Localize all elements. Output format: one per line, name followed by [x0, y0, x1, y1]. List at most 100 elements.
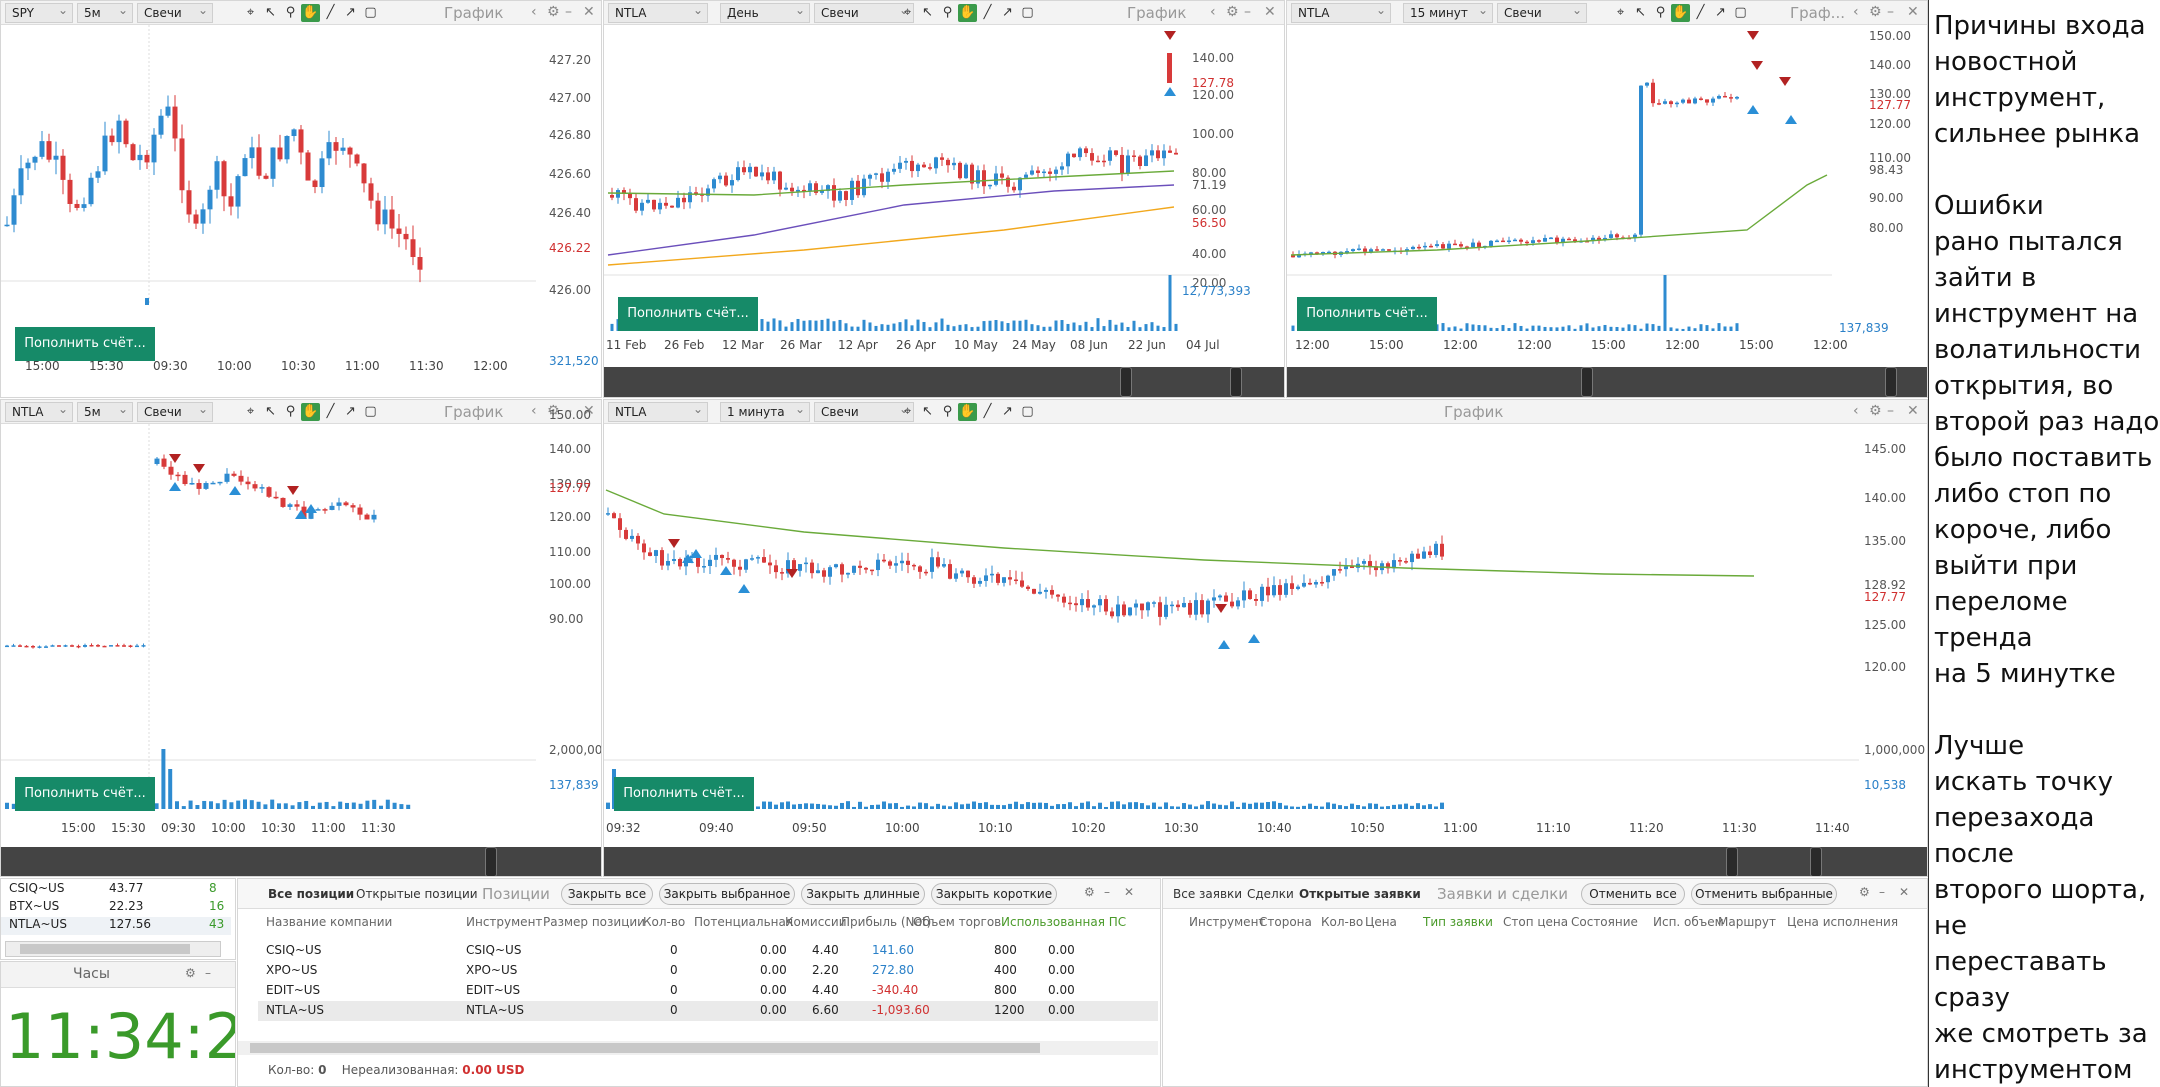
close-long-button[interactable]: Закрыть длинные: [801, 883, 925, 905]
chart-type-select[interactable]: Свечи: [814, 1, 914, 23]
cursor-icon[interactable]: ↖: [1635, 5, 1646, 20]
rect-tool-icon[interactable]: ▢: [364, 5, 377, 20]
close-icon[interactable]: ✕: [1124, 885, 1135, 899]
symbol-select[interactable]: NTLA: [1291, 1, 1391, 23]
column-header[interactable]: Потенциальная: [694, 915, 794, 929]
hand-icon[interactable]: ✋: [301, 403, 320, 421]
arrow-tool-icon[interactable]: ↗: [1715, 5, 1726, 20]
cursor-icon[interactable]: ↖: [922, 404, 933, 419]
line-tool-icon[interactable]: ╱: [983, 404, 992, 419]
column-header[interactable]: Стоп цена: [1503, 915, 1569, 929]
crosshair-icon[interactable]: ⌖: [1616, 5, 1625, 20]
gear-icon[interactable]: ⚙: [1084, 885, 1095, 899]
line-tool-icon[interactable]: ╱: [326, 5, 335, 20]
chart-type-select[interactable]: Свечи: [1497, 1, 1587, 23]
time-scrollbar[interactable]: [604, 847, 1927, 876]
table-row[interactable]: [258, 941, 1158, 961]
arrow-tool-icon[interactable]: ↗: [1002, 5, 1013, 20]
column-header[interactable]: Объем торгов: [913, 915, 1002, 929]
collapse-icon[interactable]: ‹: [531, 4, 537, 20]
close-short-button[interactable]: Закрыть короткие: [931, 883, 1057, 905]
time-scrollbar[interactable]: [1, 847, 601, 876]
gear-icon[interactable]: ⚙: [1859, 885, 1870, 899]
column-header[interactable]: Использованная ПС: [1001, 915, 1127, 929]
zoom-icon[interactable]: ⚲: [942, 5, 953, 20]
collapse-icon[interactable]: ‹: [1853, 4, 1859, 20]
scroll-handle-left[interactable]: [485, 847, 497, 876]
time-scrollbar[interactable]: [1287, 367, 1927, 397]
cursor-icon[interactable]: ↖: [922, 5, 933, 20]
scroll-handle-left[interactable]: [1726, 847, 1738, 876]
hand-icon[interactable]: ✋: [1671, 4, 1690, 22]
gear-icon[interactable]: ⚙: [1869, 403, 1882, 419]
minimize-icon[interactable]: –: [565, 4, 572, 20]
close-icon[interactable]: ✕: [1264, 4, 1276, 20]
cancel-all-button[interactable]: Отменить все: [1581, 883, 1685, 905]
chart-panel-ntla-day[interactable]: NTLA День Свечи ⌖ ↖ ⚲ ✋ ╱ ↗ ▢ График ‹ ⚙…: [603, 0, 1285, 398]
deposit-button[interactable]: Пополнить счёт...: [614, 777, 754, 811]
collapse-icon[interactable]: ‹: [531, 403, 537, 419]
column-header[interactable]: Сторона: [1259, 915, 1312, 929]
minimize-icon[interactable]: –: [1887, 4, 1894, 20]
horizontal-scrollbar[interactable]: [5, 941, 221, 957]
interval-select[interactable]: 15 минут: [1403, 1, 1493, 23]
column-header[interactable]: Название компании: [266, 915, 393, 929]
chart-panel-ntla-1m[interactable]: NTLA 1 минута Свечи ⌖ ↖ ⚲ ✋ ╱ ↗ ▢ График…: [603, 399, 1928, 877]
deposit-button[interactable]: Пополнить счёт...: [618, 297, 758, 331]
minimize-icon[interactable]: –: [1244, 4, 1251, 20]
arrow-tool-icon[interactable]: ↗: [345, 404, 356, 419]
chart-type-select[interactable]: Свечи: [137, 1, 213, 23]
column-header[interactable]: Состояние: [1571, 915, 1638, 929]
scroll-thumb[interactable]: [250, 1043, 1040, 1053]
symbol-select[interactable]: NTLA: [608, 1, 708, 23]
close-all-button[interactable]: Закрыть все: [561, 883, 653, 905]
zoom-icon[interactable]: ⚲: [285, 5, 296, 20]
cursor-icon[interactable]: ↖: [265, 404, 276, 419]
zoom-icon[interactable]: ⚲: [1655, 5, 1666, 20]
chart-type-select[interactable]: Свечи: [814, 400, 914, 422]
close-selected-button[interactable]: Закрыть выбранное: [659, 883, 795, 905]
positions-panel[interactable]: Все позиции Открытые позиции Позиции Зак…: [237, 878, 1161, 1087]
chart-panel-spy[interactable]: SPY 5м Свечи ⌖ ↖ ⚲ ✋ ╱ ↗ ▢ График ‹ ⚙ – …: [0, 0, 602, 398]
cancel-selected-button[interactable]: Отменить выбранные: [1691, 883, 1837, 905]
tab-all-orders[interactable]: Все заявки: [1173, 887, 1243, 901]
line-tool-icon[interactable]: ╱: [326, 404, 335, 419]
line-tool-icon[interactable]: ╱: [1696, 5, 1705, 20]
cursor-icon[interactable]: ↖: [265, 5, 276, 20]
gear-icon[interactable]: ⚙: [1226, 4, 1239, 20]
close-icon[interactable]: ✕: [1899, 885, 1910, 899]
minimize-icon[interactable]: –: [1879, 885, 1885, 899]
interval-select[interactable]: 1 минута: [720, 400, 810, 422]
positions-scrollbar[interactable]: [238, 1041, 1158, 1055]
scroll-handle-right[interactable]: [1810, 847, 1822, 876]
rect-tool-icon[interactable]: ▢: [1734, 5, 1747, 20]
scroll-handle-right[interactable]: [1885, 367, 1897, 397]
table-row[interactable]: [258, 981, 1158, 1001]
gear-icon[interactable]: ⚙: [547, 4, 560, 20]
minimize-icon[interactable]: –: [205, 966, 211, 980]
minimize-icon[interactable]: –: [1887, 403, 1894, 419]
tab-deals[interactable]: Сделки: [1247, 887, 1294, 901]
hand-icon[interactable]: ✋: [958, 403, 977, 421]
arrow-tool-icon[interactable]: ↗: [1002, 404, 1013, 419]
column-header[interactable]: Инструмент: [466, 915, 543, 929]
chart-panel-ntla-15m[interactable]: NTLA 15 минут Свечи ⌖ ↖ ⚲ ✋ ╱ ↗ ▢ Граф..…: [1286, 0, 1928, 398]
interval-select[interactable]: День: [720, 1, 810, 23]
rect-tool-icon[interactable]: ▢: [364, 404, 377, 419]
close-icon[interactable]: ✕: [1907, 4, 1919, 20]
zoom-icon[interactable]: ⚲: [942, 404, 953, 419]
close-icon[interactable]: ✕: [1907, 403, 1919, 419]
column-header[interactable]: Прибыль (Net): [841, 915, 932, 929]
column-header[interactable]: Комиссии: [785, 915, 847, 929]
rect-tool-icon[interactable]: ▢: [1021, 404, 1034, 419]
collapse-icon[interactable]: ‹: [1210, 4, 1216, 20]
interval-select[interactable]: 5м: [77, 1, 133, 23]
deposit-button[interactable]: Пополнить счёт...: [15, 327, 155, 361]
column-header[interactable]: Кол-во: [1321, 915, 1364, 929]
scroll-thumb[interactable]: [20, 944, 190, 954]
column-header[interactable]: Исп. объем: [1653, 915, 1724, 929]
candle-chart-ntla-day[interactable]: [604, 25, 1219, 331]
zoom-icon[interactable]: ⚲: [285, 404, 296, 419]
close-icon[interactable]: ✕: [583, 4, 595, 20]
scroll-handle-right[interactable]: [1230, 367, 1242, 397]
